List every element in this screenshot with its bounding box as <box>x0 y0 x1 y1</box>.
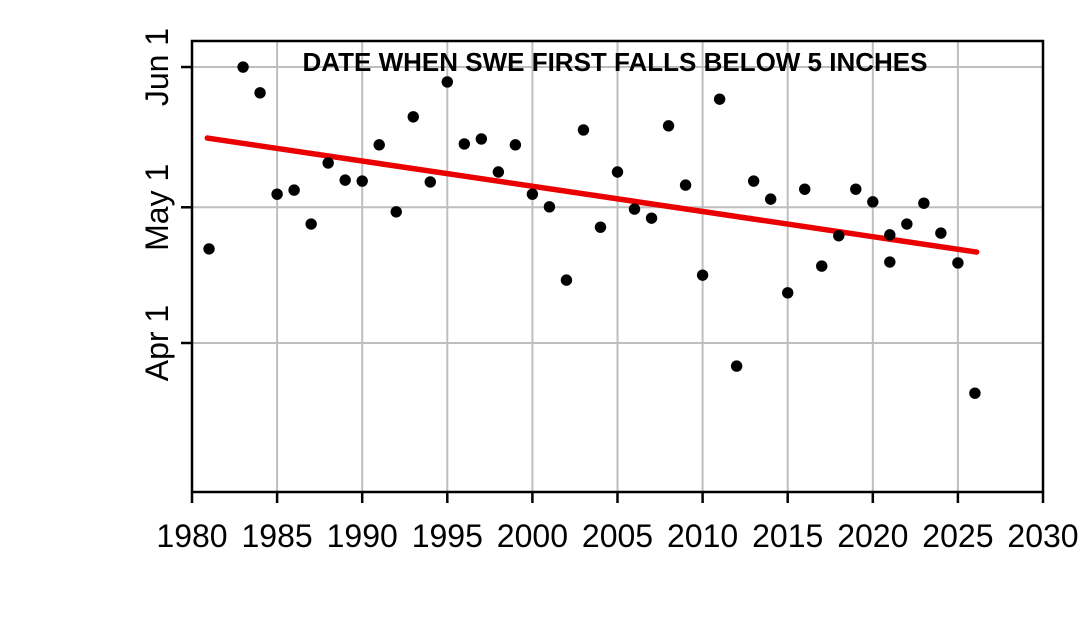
data-point <box>492 166 505 178</box>
y-tick-label-2: Apr 1 <box>139 305 175 381</box>
data-point <box>543 201 556 213</box>
data-point <box>918 197 930 209</box>
data-point <box>560 274 573 286</box>
data-point <box>458 138 471 150</box>
axis-layer: 1980 1985 1990 1995 2000 2005 2010 2015 2020 2025… <box>139 28 1079 554</box>
data-point <box>782 287 794 299</box>
x-tick-label-1995: 1995 <box>412 518 483 554</box>
data-point <box>594 221 607 233</box>
data-point <box>713 93 726 105</box>
data-point <box>816 260 828 272</box>
x-tick-label-1980: 1980 <box>156 518 227 554</box>
data-point <box>730 360 743 372</box>
data-point <box>952 257 964 269</box>
x-tick-label-2005: 2005 <box>582 518 653 554</box>
data-point <box>696 269 709 281</box>
data-point <box>901 218 913 230</box>
x-tick-label-2010: 2010 <box>667 518 738 554</box>
x-tick-label-2000: 2000 <box>497 518 568 554</box>
data-point <box>577 124 590 136</box>
data-point <box>628 203 641 215</box>
data-point <box>475 133 488 145</box>
y-tick-label-0: Jun 1 <box>139 28 175 106</box>
data-point <box>407 111 419 123</box>
data-point <box>884 229 896 241</box>
data-point <box>271 188 283 200</box>
data-point <box>203 243 215 255</box>
data-point <box>850 183 862 195</box>
data-point <box>611 166 624 178</box>
data-point <box>662 120 675 132</box>
data-point <box>441 76 453 88</box>
data-point <box>373 139 385 151</box>
data-point-layer <box>203 61 981 399</box>
x-tick-label-2025: 2025 <box>922 518 993 554</box>
x-tick-label-2020: 2020 <box>837 518 908 554</box>
data-point <box>322 157 334 169</box>
trend-line-layer <box>204 135 980 255</box>
data-point <box>339 174 351 186</box>
data-point <box>356 175 368 187</box>
data-point <box>884 256 896 268</box>
trend-line <box>204 135 980 255</box>
data-point <box>424 176 436 188</box>
x-tick-label-2030: 2030 <box>1007 518 1078 554</box>
data-point <box>305 218 317 230</box>
data-point <box>935 227 947 239</box>
data-point <box>390 206 402 218</box>
x-tick-label-1985: 1985 <box>242 518 313 554</box>
data-point <box>526 188 539 200</box>
data-point <box>833 230 845 242</box>
data-point <box>799 183 811 195</box>
x-tick-label-1990: 1990 <box>327 518 398 554</box>
data-point <box>764 193 777 205</box>
data-point <box>509 139 522 151</box>
chart-title: DATE WHEN SWE FIRST FALLS BELOW 5 INCHES <box>303 47 928 77</box>
x-tick-label-2015: 2015 <box>752 518 823 554</box>
y-tick-label-1: May 1 <box>139 164 175 251</box>
data-point <box>645 212 658 224</box>
data-point <box>679 179 692 191</box>
data-point <box>288 184 300 196</box>
data-point <box>867 196 879 208</box>
data-point <box>747 175 760 187</box>
data-point <box>254 87 266 99</box>
data-point <box>969 387 981 399</box>
data-point <box>237 61 249 73</box>
grid-layer <box>192 41 1043 492</box>
